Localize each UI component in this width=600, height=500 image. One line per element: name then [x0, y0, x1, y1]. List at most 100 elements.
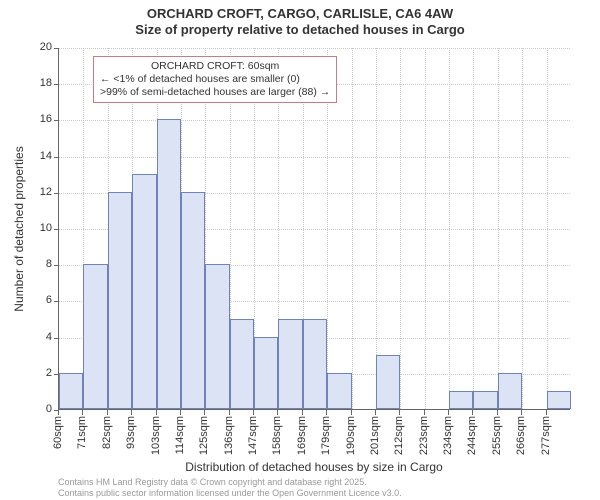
histogram-bar — [303, 319, 327, 410]
x-tick-label: 136sqm — [223, 416, 235, 455]
y-tick-label: 0 — [46, 403, 52, 415]
histogram-bar — [132, 174, 156, 409]
x-tick-label: 82sqm — [101, 416, 113, 449]
histogram-bar — [473, 391, 497, 409]
y-tick-mark — [54, 157, 59, 158]
x-tick-label: 169sqm — [296, 416, 308, 455]
y-tick-mark — [54, 229, 59, 230]
footer-line2: Contains public sector information licen… — [58, 488, 402, 498]
footer-line1: Contains HM Land Registry data © Crown c… — [58, 477, 402, 487]
y-tick-mark — [54, 374, 59, 375]
x-tick-label: 158sqm — [271, 416, 283, 455]
histogram-bar — [205, 264, 229, 409]
x-tick-label: 114sqm — [174, 416, 186, 454]
x-tick-mark — [546, 410, 547, 415]
x-tick-mark — [58, 410, 59, 415]
gridline-v — [400, 48, 401, 409]
y-tick-label: 16 — [40, 113, 52, 125]
x-tick-label: 71sqm — [76, 416, 88, 449]
y-tick-mark — [54, 301, 59, 302]
histogram-bar — [449, 391, 473, 409]
gridline-h — [59, 48, 570, 49]
gridline-v — [473, 48, 474, 409]
y-tick-mark — [54, 48, 59, 49]
x-tick-label: 234sqm — [442, 416, 454, 455]
x-tick-label: 93sqm — [125, 416, 137, 449]
x-tick-mark — [131, 410, 132, 415]
y-tick-mark — [54, 193, 59, 194]
attribution-footer: Contains HM Land Registry data © Crown c… — [58, 477, 402, 498]
histogram-bar — [327, 373, 351, 409]
gridline-h — [59, 157, 570, 158]
x-tick-mark — [229, 410, 230, 415]
chart-title-line2: Size of property relative to detached ho… — [0, 22, 600, 38]
histogram-bar — [376, 355, 400, 409]
x-tick-label: 179sqm — [320, 416, 332, 455]
x-tick-mark — [375, 410, 376, 415]
histogram-bar — [157, 119, 181, 409]
callout-annotation: ORCHARD CROFT: 60sqm ← <1% of detached h… — [93, 56, 337, 103]
x-tick-mark — [472, 410, 473, 415]
histogram-bar — [181, 192, 205, 409]
y-tick-mark — [54, 265, 59, 266]
chart-title-block: ORCHARD CROFT, CARGO, CARLISLE, CA6 4AW … — [0, 0, 600, 39]
x-tick-label: 60sqm — [52, 416, 64, 449]
annotation-line2: >99% of semi-detached houses are larger … — [100, 86, 330, 99]
x-tick-mark — [424, 410, 425, 415]
x-tick-mark — [351, 410, 352, 415]
x-tick-label: 147sqm — [247, 416, 259, 455]
y-tick-label: 8 — [46, 258, 52, 270]
y-tick-label: 20 — [40, 41, 52, 53]
gridline-v — [449, 48, 450, 409]
chart-title-line1: ORCHARD CROFT, CARGO, CARLISLE, CA6 4AW — [0, 6, 600, 22]
chart-area: 02468101214161820 60sqm71sqm82sqm93sqm10… — [58, 48, 570, 410]
histogram-bar — [83, 264, 107, 409]
gridline-v — [547, 48, 548, 409]
histogram-bar — [547, 391, 571, 409]
y-tick-label: 14 — [40, 150, 52, 162]
y-tick-mark — [54, 120, 59, 121]
x-tick-label: 266sqm — [515, 416, 527, 455]
x-tick-label: 244sqm — [466, 416, 478, 455]
x-tick-label: 223sqm — [418, 416, 430, 455]
histogram-bar — [59, 373, 83, 409]
x-tick-label: 103sqm — [150, 416, 162, 455]
x-tick-label: 190sqm — [345, 416, 357, 455]
annotation-title: ORCHARD CROFT: 60sqm — [100, 60, 330, 73]
histogram-bar — [230, 319, 254, 410]
y-axis-label: Number of detached properties — [12, 146, 26, 311]
y-tick-label: 12 — [40, 186, 52, 198]
gridline-v — [522, 48, 523, 409]
x-tick-mark — [107, 410, 108, 415]
y-tick-label: 6 — [46, 294, 52, 306]
x-tick-label: 125sqm — [198, 416, 210, 455]
x-tick-mark — [326, 410, 327, 415]
x-tick-mark — [302, 410, 303, 415]
histogram-bar — [498, 373, 522, 409]
y-tick-label: 2 — [46, 367, 52, 379]
x-tick-mark — [253, 410, 254, 415]
y-tick-label: 18 — [40, 77, 52, 89]
x-tick-label: 255sqm — [491, 416, 503, 455]
x-tick-mark — [521, 410, 522, 415]
histogram-bar — [254, 337, 278, 409]
x-tick-mark — [448, 410, 449, 415]
x-tick-mark — [156, 410, 157, 415]
x-tick-label: 201sqm — [369, 416, 381, 455]
histogram-bar — [278, 319, 302, 410]
x-tick-mark — [82, 410, 83, 415]
gridline-v — [425, 48, 426, 409]
x-tick-label: 212sqm — [393, 416, 405, 455]
gridline-v — [498, 48, 499, 409]
x-tick-mark — [497, 410, 498, 415]
y-tick-mark — [54, 84, 59, 85]
gridline-v — [352, 48, 353, 409]
x-axis-label: Distribution of detached houses by size … — [58, 460, 570, 474]
x-tick-mark — [204, 410, 205, 415]
x-tick-mark — [277, 410, 278, 415]
x-tick-mark — [180, 410, 181, 415]
annotation-line1: ← <1% of detached houses are smaller (0) — [100, 73, 330, 86]
histogram-bar — [108, 192, 132, 409]
x-tick-mark — [399, 410, 400, 415]
gridline-h — [59, 120, 570, 121]
